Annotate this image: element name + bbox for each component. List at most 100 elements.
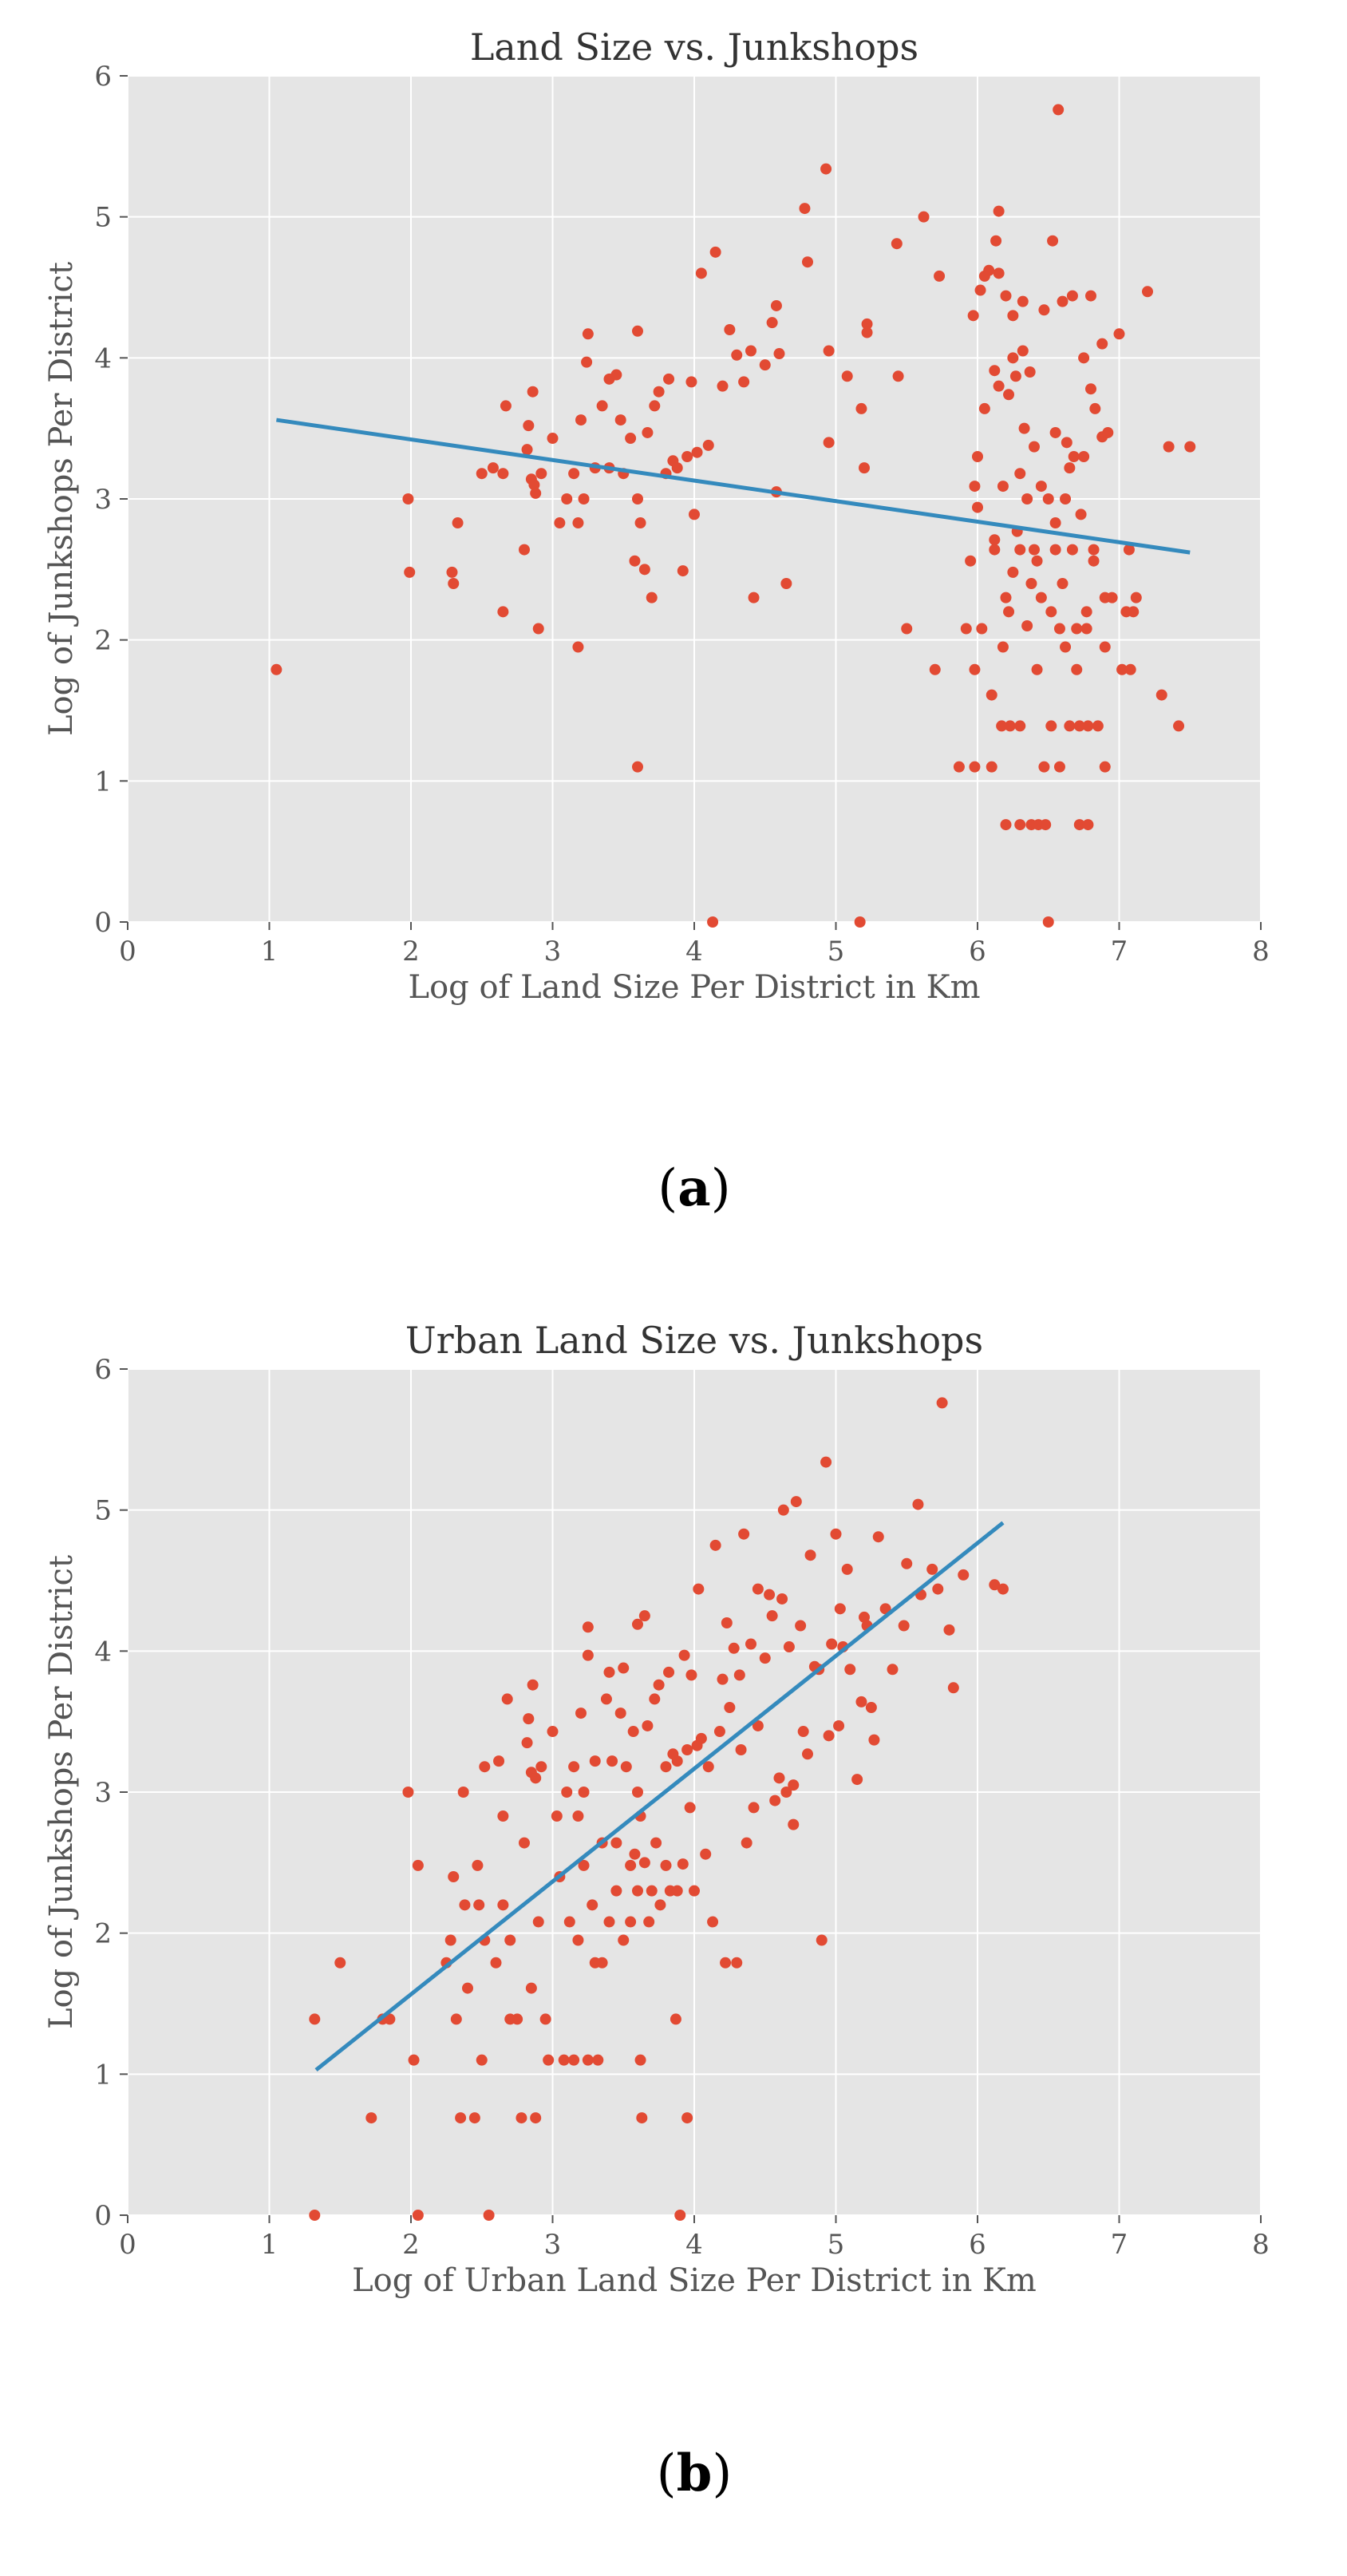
scatter-point — [892, 370, 904, 382]
x-tick-label: 1 — [261, 2229, 278, 2261]
scatter-point — [671, 1755, 683, 1767]
y-tick-label: 6 — [94, 61, 112, 93]
x-tick-label: 7 — [1111, 2229, 1128, 2261]
scatter-point — [487, 462, 499, 474]
scatter-point — [625, 1859, 637, 1871]
scatter-point — [1082, 819, 1094, 831]
scatter-point — [1009, 370, 1021, 382]
scatter-point — [1102, 426, 1114, 438]
scatter-point — [596, 400, 608, 412]
scatter-point — [918, 211, 930, 223]
regression-line — [276, 417, 1191, 555]
scatter-point — [582, 2054, 594, 2066]
scatter-point — [974, 284, 986, 296]
scatter-point — [596, 1957, 608, 1969]
scatter-point — [600, 1693, 612, 1705]
scatter-point — [986, 689, 997, 701]
scatter-point — [724, 324, 736, 335]
scatter-point — [1085, 290, 1096, 302]
scatter-point — [689, 508, 700, 520]
scatter-point — [450, 2013, 462, 2025]
scatter-point — [1049, 544, 1061, 556]
scatter-point — [833, 1719, 845, 1731]
scatter-point — [501, 1693, 513, 1705]
x-tick-label: 4 — [685, 936, 703, 967]
scatter-point — [1080, 606, 1092, 618]
scatter-point — [684, 1802, 696, 1814]
scatter-point — [650, 1837, 662, 1849]
scatter-point — [989, 1579, 1001, 1591]
scatter-point — [859, 1611, 870, 1623]
scatter-point — [334, 1957, 346, 1969]
scatter-point — [859, 462, 870, 474]
scatter-point — [572, 1810, 584, 1822]
scatter-point — [816, 1934, 828, 1946]
x-tick-label: 8 — [1252, 2229, 1270, 2261]
scatter-point — [582, 1649, 594, 1661]
scatter-point — [972, 501, 983, 513]
scatter-point — [620, 1761, 632, 1773]
scatter-point — [663, 1666, 675, 1678]
scatter-point — [1061, 437, 1072, 449]
scatter-point — [1123, 544, 1135, 556]
scatter-point — [618, 1662, 630, 1674]
scatter-point — [1096, 338, 1108, 350]
scatter-point — [851, 1774, 863, 1786]
y-tick-label: 2 — [94, 625, 112, 657]
scatter-point — [891, 238, 903, 250]
scatter-point — [748, 1802, 760, 1814]
scatter-point — [681, 2112, 693, 2124]
x-tick-label: 4 — [685, 2229, 703, 2261]
scatter-point — [934, 270, 946, 282]
scatter-point — [752, 1719, 764, 1731]
scatter-point — [1007, 566, 1019, 578]
scatter-point — [592, 2054, 604, 2066]
x-tick-label: 6 — [969, 936, 986, 967]
scatter-point — [587, 1899, 598, 1911]
scatter-point — [901, 623, 913, 635]
y-tick-label: 5 — [94, 1495, 112, 1527]
scatter-point — [1029, 544, 1040, 556]
scatter-point — [572, 517, 584, 529]
scatter-point — [530, 1772, 542, 1784]
scatter-point — [1053, 761, 1065, 773]
scatter-point — [1073, 720, 1085, 732]
scatter-point — [404, 566, 416, 578]
scatter-point — [1029, 441, 1040, 453]
scatter-point — [1038, 761, 1050, 773]
x-tick-label: 0 — [119, 936, 136, 967]
scatter-point — [709, 1539, 721, 1551]
scatter-point — [412, 2210, 424, 2221]
scatter-point — [936, 1397, 948, 1409]
scatter-point — [654, 1899, 666, 1911]
scatter-point — [638, 1857, 650, 1869]
scatter-point — [614, 1707, 626, 1719]
scatter-point — [854, 916, 866, 928]
x-axis-label: Log of Land Size Per District in Km — [409, 969, 981, 1006]
scatter-point — [721, 1617, 733, 1628]
scatter-point — [527, 1679, 539, 1691]
scatter-point — [735, 1744, 747, 1755]
scatter-point — [646, 592, 658, 603]
scatter-point — [1184, 441, 1196, 453]
scatter-point — [674, 2210, 686, 2221]
scatter-point — [868, 1734, 880, 1746]
scatter-point — [653, 386, 665, 398]
chart-title: Land Size vs. Junkshops — [470, 26, 918, 69]
scatter-point — [572, 641, 584, 653]
scatter-point — [990, 235, 1002, 247]
scatter-point — [770, 299, 782, 311]
scatter-point — [865, 1702, 877, 1713]
scatter-point — [1057, 295, 1069, 307]
scatter-point — [1124, 663, 1136, 675]
scatter-point — [1092, 720, 1104, 732]
scatter-point — [1064, 462, 1076, 474]
scatter-point — [632, 761, 643, 773]
scatter-point — [912, 1498, 924, 1510]
scatter-point — [898, 1620, 910, 1632]
scatter-point — [834, 1603, 846, 1615]
scatter-point — [841, 370, 853, 382]
x-tick-label: 5 — [828, 2229, 845, 2261]
scatter-point — [978, 402, 990, 414]
scatter-point — [618, 1934, 630, 1946]
